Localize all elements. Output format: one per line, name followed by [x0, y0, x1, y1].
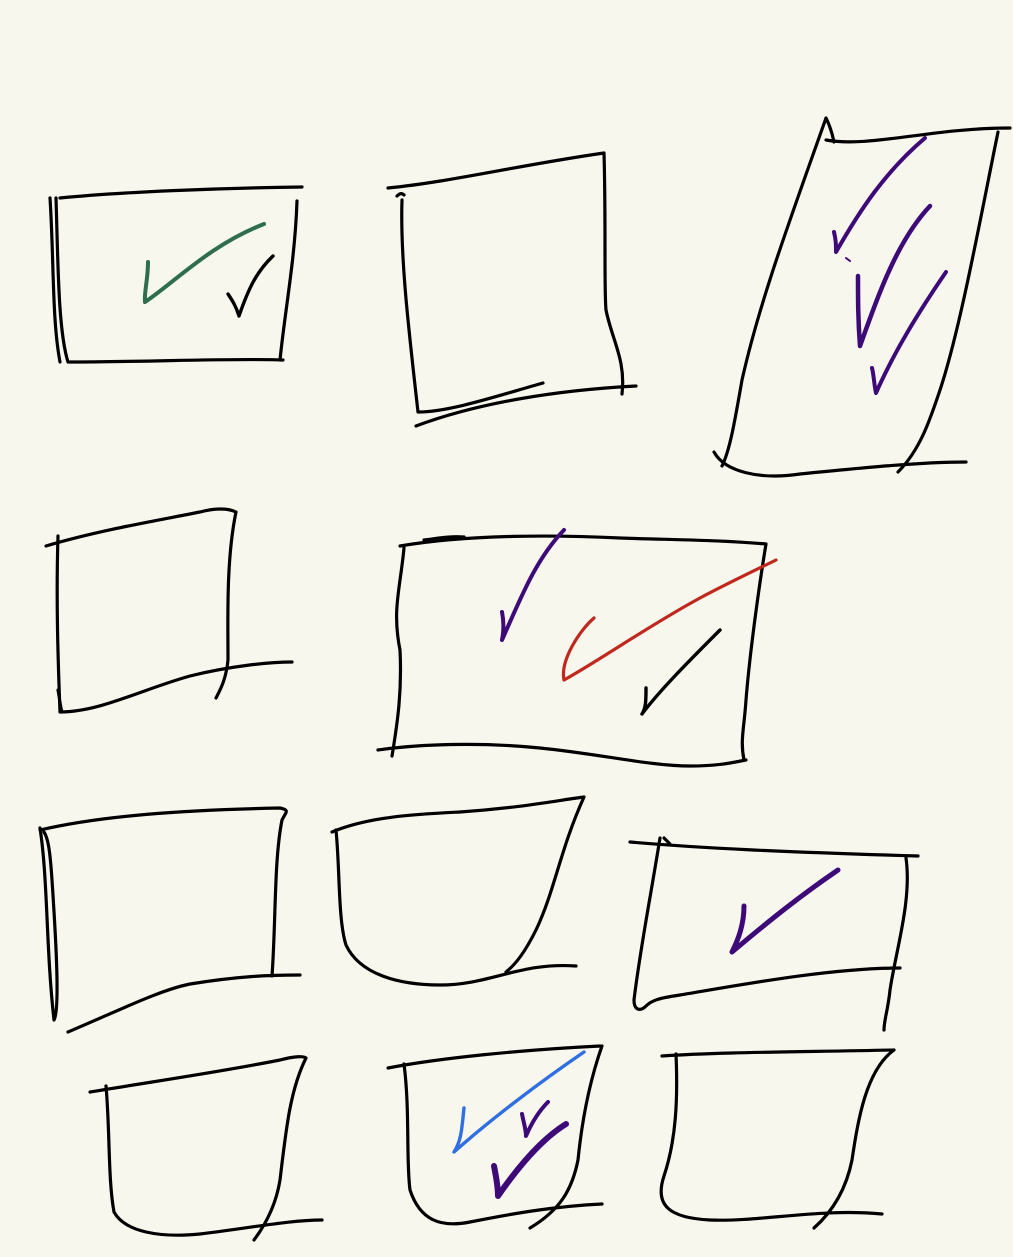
box-5-outline — [376, 534, 768, 768]
sketch-box-10 — [386, 1044, 604, 1230]
box-10-blue-check — [452, 1050, 586, 1154]
box-11-outline — [659, 1048, 896, 1230]
box-4-outline — [44, 507, 294, 714]
sketch-box-11 — [659, 1048, 896, 1230]
box-3-purple-check-3 — [870, 270, 948, 395]
sketch-box-5 — [376, 528, 778, 768]
sketch-box-1 — [48, 185, 304, 364]
sketch-box-2 — [386, 151, 638, 428]
box-1-green-check — [142, 222, 266, 304]
box-5-purple-check — [500, 528, 566, 642]
box-5-red-check — [561, 558, 778, 682]
box-1-outline — [48, 185, 304, 364]
box-10-outline — [386, 1044, 604, 1230]
sketch-box-3 — [712, 116, 1012, 478]
box-6-outline — [38, 806, 302, 1034]
box-9-outline — [88, 1055, 324, 1242]
box-3-purple-dot — [845, 257, 851, 262]
box-3-outline — [712, 116, 1012, 478]
sketch-box-6 — [38, 806, 302, 1034]
sketch-box-9 — [88, 1055, 324, 1242]
box-5-black-check — [640, 628, 722, 716]
box-8-purple-check — [729, 867, 841, 955]
box-10-purple-check-large — [491, 1121, 569, 1199]
sketch-box-4 — [44, 507, 294, 714]
box-3-purple-check-1 — [832, 136, 927, 254]
box-10-purple-check-small — [520, 1100, 550, 1138]
sketch-box-8 — [628, 836, 920, 1032]
box-3-purple-check-2 — [855, 203, 933, 349]
sketch-box-7 — [330, 795, 586, 987]
box-2-outline — [386, 151, 638, 428]
box-8-outline — [628, 836, 920, 1032]
box-1-black-check — [226, 254, 275, 318]
box-7-outline — [330, 795, 586, 987]
